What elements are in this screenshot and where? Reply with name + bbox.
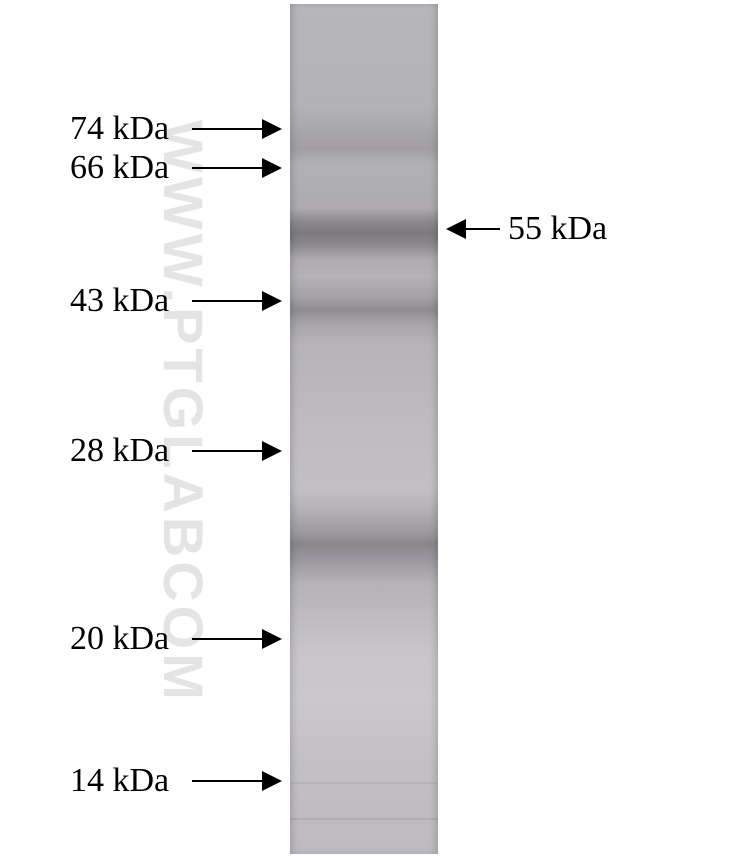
marker-28-arrow	[192, 450, 280, 452]
marker-20-arrow	[192, 638, 280, 640]
marker-66-arrow	[192, 167, 280, 169]
marker-14-label: 14 kDa	[70, 764, 169, 798]
marker-66-label: 66 kDa	[70, 151, 169, 185]
marker-43-label: 43 kDa	[70, 284, 169, 318]
marker-74-label: 74 kDa	[70, 112, 169, 146]
marker-14-arrow	[192, 780, 280, 782]
marker-43-arrow	[192, 300, 280, 302]
marker-74-arrow	[192, 128, 280, 130]
marker-28-label: 28 kDa	[70, 434, 169, 468]
marker-20-label: 20 kDa	[70, 622, 169, 656]
marker-55-label: 55 kDa	[508, 212, 607, 246]
gel-figure: WWW.PTGLABCOM 74 kDa 66 kDa 43 kDa 28 kD…	[0, 0, 740, 858]
gel-lane	[290, 4, 438, 854]
marker-55-arrow	[448, 228, 500, 230]
